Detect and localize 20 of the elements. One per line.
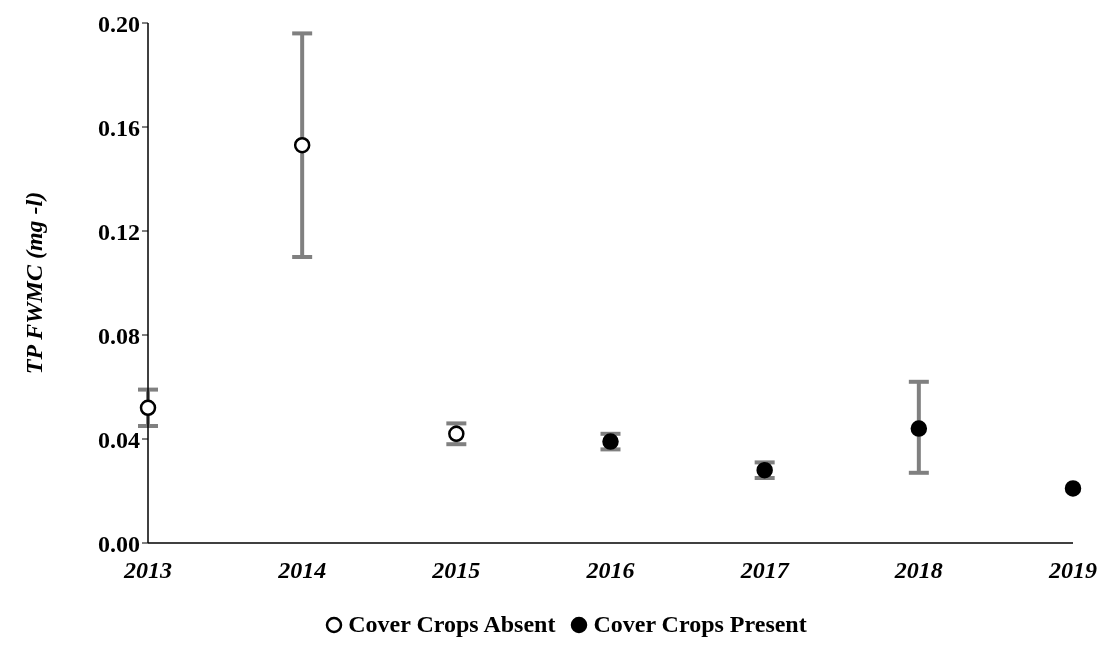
- y-tick-label: 0.00: [98, 530, 140, 557]
- legend-label: Cover Crops Present: [592, 611, 807, 638]
- x-tick-label: 2014: [277, 557, 327, 584]
- legend-label: Cover Crops Absent: [347, 611, 556, 638]
- y-tick-label: 0.08: [98, 322, 140, 349]
- y-tick-label: 0.16: [98, 114, 140, 141]
- x-tick-label: 2019: [1048, 557, 1097, 584]
- point: [139, 399, 157, 417]
- x-tick-label: 2016: [585, 557, 635, 584]
- y-tick-label: 0.04: [98, 426, 140, 453]
- point: [1064, 480, 1082, 497]
- x-tick-label: 2017: [739, 557, 790, 584]
- point: [293, 136, 311, 154]
- x-tick-label: 2018: [893, 557, 943, 584]
- y-tick-label: 0.20: [98, 10, 140, 37]
- y-tick-label: 0.12: [98, 218, 140, 245]
- x-tick-label: 2015: [431, 557, 481, 584]
- y-axis-title: TP FWMC (mg -l): [20, 191, 47, 375]
- x-tick-label: 2013: [123, 557, 172, 584]
- point: [910, 420, 928, 437]
